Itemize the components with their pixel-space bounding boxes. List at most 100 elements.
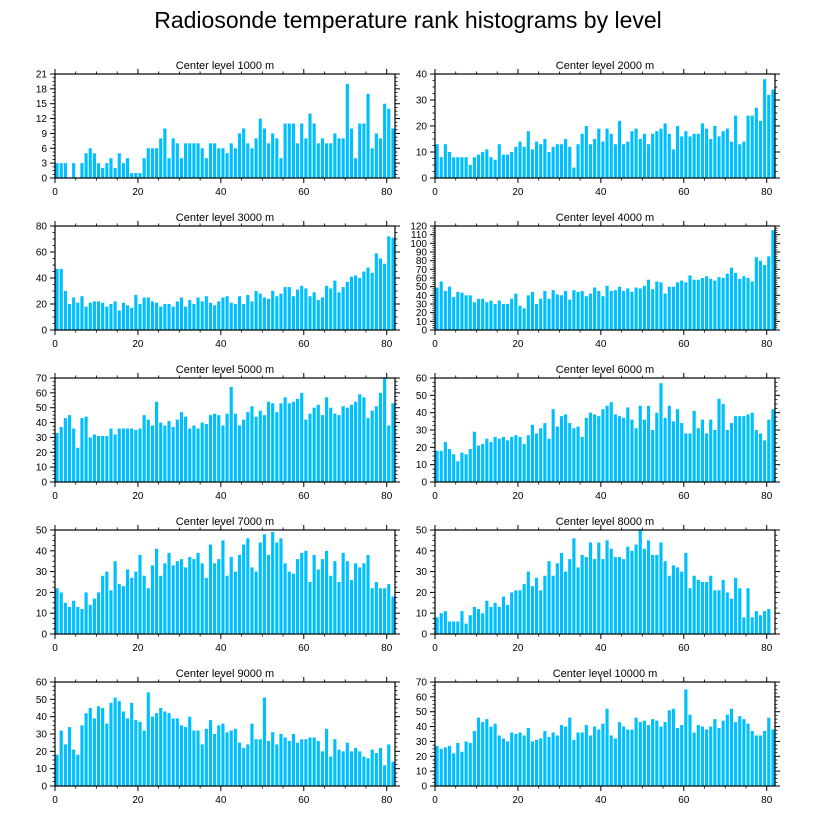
bar — [159, 306, 163, 330]
bar — [518, 590, 522, 634]
bar — [374, 133, 378, 178]
bar — [481, 298, 485, 330]
bar — [497, 606, 501, 634]
bar — [167, 421, 171, 482]
bar — [117, 701, 121, 786]
bar — [725, 714, 729, 786]
bar — [742, 416, 746, 482]
bar — [72, 428, 76, 482]
bar — [312, 554, 316, 634]
bar — [101, 708, 105, 786]
bar — [271, 732, 275, 786]
bar — [221, 297, 225, 330]
bar — [713, 126, 717, 178]
bar — [295, 742, 300, 786]
bar — [717, 590, 721, 634]
bar — [142, 297, 146, 330]
bar — [63, 163, 67, 178]
bar — [580, 291, 584, 330]
bar — [354, 158, 358, 178]
bar — [92, 718, 96, 786]
bar — [675, 282, 680, 330]
bar — [754, 430, 758, 482]
bar — [696, 428, 700, 482]
bar — [688, 714, 692, 786]
bar — [188, 300, 192, 330]
bar — [617, 722, 622, 786]
x-tick-label: 80 — [381, 491, 393, 502]
bar — [547, 298, 551, 330]
bar — [518, 436, 522, 482]
bar — [510, 436, 514, 482]
bar — [184, 143, 188, 178]
bar — [192, 143, 196, 178]
x-tick-label: 60 — [298, 339, 310, 350]
bar — [279, 538, 283, 634]
bar — [213, 734, 217, 786]
bar — [746, 278, 750, 330]
bar — [366, 758, 370, 786]
bar — [179, 725, 184, 786]
bar — [312, 123, 316, 178]
y-tick-label: 50 — [416, 391, 428, 402]
bar — [700, 278, 705, 330]
bar — [300, 392, 304, 482]
bar — [258, 542, 262, 634]
bar — [688, 275, 692, 330]
bar — [221, 723, 225, 786]
bar — [485, 438, 489, 482]
bar — [501, 304, 505, 330]
bar — [485, 600, 489, 634]
bar — [439, 157, 443, 178]
bar — [117, 584, 121, 634]
bar — [341, 287, 345, 330]
bar — [659, 282, 663, 330]
bar — [655, 281, 659, 330]
bar — [55, 754, 59, 786]
bar — [659, 128, 663, 178]
bar — [204, 296, 208, 330]
bar — [535, 141, 539, 178]
bar — [754, 107, 758, 178]
bar — [105, 306, 109, 330]
bar — [295, 398, 300, 482]
bar — [246, 412, 250, 482]
bar — [692, 410, 696, 482]
bar — [155, 713, 159, 786]
bar — [742, 719, 746, 786]
bar — [568, 423, 572, 482]
bar — [717, 136, 721, 178]
bar — [584, 126, 588, 178]
bar — [613, 144, 617, 178]
bar — [568, 299, 572, 330]
bar — [121, 428, 125, 482]
bar — [96, 706, 101, 786]
bar — [250, 567, 254, 634]
bar — [291, 573, 295, 634]
bar — [481, 152, 485, 178]
bar — [771, 230, 775, 330]
y-tick-label: 70 — [416, 265, 428, 276]
bar — [254, 571, 258, 634]
bar — [447, 745, 452, 786]
bar — [505, 154, 510, 178]
bar — [559, 552, 564, 634]
bar — [671, 149, 675, 178]
bar — [84, 713, 88, 786]
bar — [609, 735, 613, 786]
bar — [489, 606, 493, 634]
bar — [651, 133, 655, 178]
bar — [696, 279, 700, 330]
bar — [543, 423, 547, 482]
bar — [113, 561, 117, 634]
bar — [362, 271, 366, 330]
bar — [84, 416, 88, 482]
bar — [150, 565, 155, 634]
bar — [109, 428, 113, 482]
bar — [721, 404, 725, 482]
bar — [225, 575, 229, 634]
bar — [345, 742, 349, 786]
bar — [312, 407, 316, 482]
bar — [564, 414, 568, 482]
